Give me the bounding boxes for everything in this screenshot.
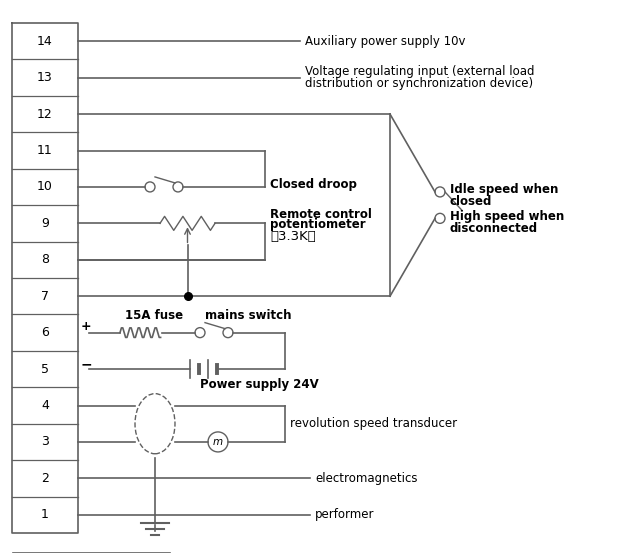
Text: 7: 7 (41, 290, 49, 302)
Text: closed: closed (450, 195, 493, 208)
Text: 10: 10 (37, 180, 53, 194)
Text: disconnected: disconnected (450, 222, 538, 235)
Text: 13: 13 (37, 71, 53, 84)
Text: 15A fuse: 15A fuse (125, 309, 183, 322)
Text: High speed when: High speed when (450, 210, 564, 223)
Text: 8: 8 (41, 253, 49, 267)
Text: Idle speed when: Idle speed when (450, 184, 559, 196)
Text: potentiometer: potentiometer (270, 218, 366, 231)
Text: mains switch: mains switch (205, 309, 292, 322)
Text: distribution or synchronization device): distribution or synchronization device) (305, 77, 533, 90)
Text: Power supply 24V: Power supply 24V (200, 378, 318, 390)
Text: 5: 5 (41, 363, 49, 375)
Text: 14: 14 (37, 35, 53, 48)
Text: electromagnetics: electromagnetics (315, 472, 417, 485)
Text: 3: 3 (41, 435, 49, 448)
Text: Closed droop: Closed droop (270, 179, 357, 191)
Text: 9: 9 (41, 217, 49, 230)
Text: （3.3K）: （3.3K） (270, 230, 316, 243)
Text: 12: 12 (37, 108, 53, 121)
Text: Voltage regulating input (external load: Voltage regulating input (external load (305, 65, 534, 78)
Text: Remote control: Remote control (270, 208, 372, 221)
Text: m: m (213, 437, 223, 447)
Text: 2: 2 (41, 472, 49, 485)
Text: revolution speed transducer: revolution speed transducer (290, 417, 457, 430)
Text: performer: performer (315, 508, 374, 521)
Text: 6: 6 (41, 326, 49, 339)
Text: Auxiliary power supply 10v: Auxiliary power supply 10v (305, 35, 465, 48)
Text: 11: 11 (37, 144, 53, 157)
Text: 4: 4 (41, 399, 49, 412)
Text: −: − (81, 357, 93, 371)
Text: 1: 1 (41, 508, 49, 521)
Text: +: + (81, 320, 91, 333)
